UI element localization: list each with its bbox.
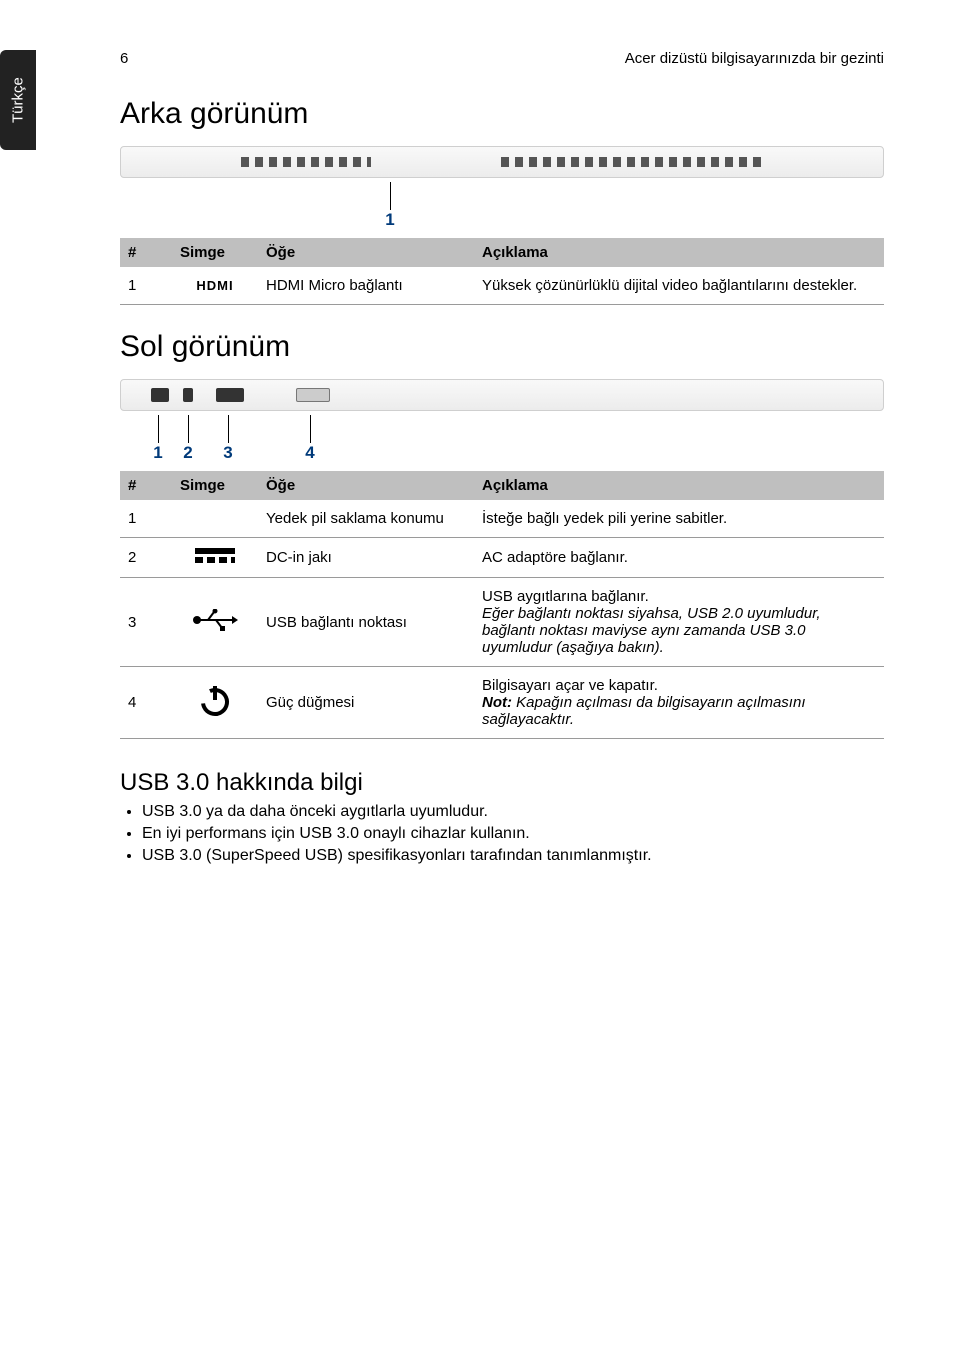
row-item: Güç düğmesi bbox=[258, 667, 474, 739]
power-icon bbox=[172, 667, 258, 739]
col-item-header: Öğe bbox=[258, 471, 474, 500]
left-callout-4: 4 bbox=[305, 443, 314, 463]
row-desc: AC adaptöre bağlanır. bbox=[474, 538, 884, 578]
table-row: 2 DC-in jakı AC adaptöre bağlanır. bbox=[120, 538, 884, 578]
hdmi-icon: HDMI bbox=[172, 267, 258, 305]
left-diagram bbox=[120, 379, 884, 411]
language-tab: Türkçe bbox=[0, 50, 36, 150]
row-num: 2 bbox=[120, 538, 172, 578]
row-num: 3 bbox=[120, 578, 172, 667]
rear-callout-1: 1 bbox=[385, 210, 394, 230]
col-num-header: # bbox=[120, 471, 172, 500]
row-item: USB bağlantı noktası bbox=[258, 578, 474, 667]
row-desc: USB aygıtlarına bağlanır. Eğer bağlantı … bbox=[474, 578, 884, 667]
col-num-header: # bbox=[120, 238, 172, 267]
blank-icon bbox=[172, 500, 258, 538]
left-heading: Sol görünüm bbox=[120, 330, 884, 364]
rear-table: # Simge Öğe Açıklama 1 HDMI HDMI Micro b… bbox=[120, 238, 884, 305]
col-item-header: Öğe bbox=[258, 238, 474, 267]
col-icon-header: Simge bbox=[172, 238, 258, 267]
dc-in-icon bbox=[172, 538, 258, 578]
col-icon-header: Simge bbox=[172, 471, 258, 500]
running-head: Acer dizüstü bilgisayarınızda bir gezint… bbox=[625, 50, 884, 67]
rear-callouts: 1 bbox=[120, 182, 884, 232]
left-callout-1: 1 bbox=[153, 443, 162, 463]
row-item: HDMI Micro bağlantı bbox=[258, 267, 474, 305]
col-desc-header: Açıklama bbox=[474, 471, 884, 500]
list-item: USB 3.0 ya da daha önceki aygıtlarla uyu… bbox=[142, 803, 884, 821]
row-desc: Bilgisayarı açar ve kapatır. Not: Kapağı… bbox=[474, 667, 884, 739]
table-header-row: # Simge Öğe Açıklama bbox=[120, 238, 884, 267]
table-row: 3 USB bağlantı noktası USB aygıtlarına b… bbox=[120, 578, 884, 667]
row-item: DC-in jakı bbox=[258, 538, 474, 578]
left-callouts: 1 2 3 4 bbox=[120, 415, 884, 465]
usb3-heading: USB 3.0 hakkında bilgi bbox=[120, 769, 884, 797]
list-item: USB 3.0 (SuperSpeed USB) spesifikasyonla… bbox=[142, 847, 884, 865]
table-row: 4 Güç düğmesi Bilgisayarı açar ve kapatı… bbox=[120, 667, 884, 739]
usb-icon bbox=[172, 578, 258, 667]
table-header-row: # Simge Öğe Açıklama bbox=[120, 471, 884, 500]
row-desc: Yüksek çözünürlüklü dijital video bağlan… bbox=[474, 267, 884, 305]
table-row: 1 HDMI HDMI Micro bağlantı Yüksek çözünü… bbox=[120, 267, 884, 305]
row-item: Yedek pil saklama konumu bbox=[258, 500, 474, 538]
list-item: En iyi performans için USB 3.0 onaylı ci… bbox=[142, 825, 884, 843]
rear-diagram bbox=[120, 146, 884, 178]
row-num: 4 bbox=[120, 667, 172, 739]
row-num: 1 bbox=[120, 267, 172, 305]
row-desc: İsteğe bağlı yedek pili yerine sabitler. bbox=[474, 500, 884, 538]
left-callout-2: 2 bbox=[183, 443, 192, 463]
table-row: 1 Yedek pil saklama konumu İsteğe bağlı … bbox=[120, 500, 884, 538]
left-table: # Simge Öğe Açıklama 1 Yedek pil saklama… bbox=[120, 471, 884, 739]
page-number: 6 bbox=[120, 50, 128, 67]
row-num: 1 bbox=[120, 500, 172, 538]
page-header: 6 Acer dizüstü bilgisayarınızda bir gezi… bbox=[120, 50, 884, 67]
col-desc-header: Açıklama bbox=[474, 238, 884, 267]
usb3-bullets: USB 3.0 ya da daha önceki aygıtlarla uyu… bbox=[120, 803, 884, 865]
left-callout-3: 3 bbox=[223, 443, 232, 463]
rear-heading: Arka görünüm bbox=[120, 97, 884, 131]
